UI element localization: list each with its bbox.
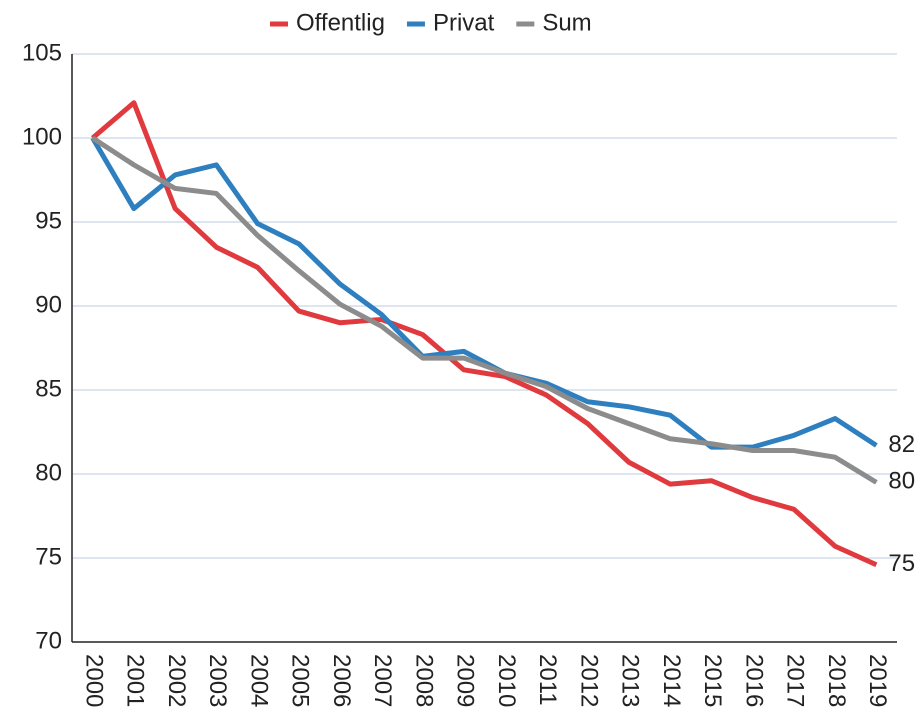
y-tick-label: 80 bbox=[35, 459, 62, 486]
x-tick-label: 2006 bbox=[328, 654, 355, 707]
x-tick-label: 2011 bbox=[534, 654, 561, 706]
y-tick-label: 100 bbox=[22, 123, 62, 150]
end-label: 75 bbox=[888, 550, 915, 577]
x-tick-label: 2014 bbox=[658, 654, 685, 707]
x-tick-label: 2009 bbox=[452, 654, 479, 707]
line-series bbox=[91, 100, 878, 568]
x-tick-label: 2013 bbox=[617, 654, 644, 707]
legend-label: Offentlig bbox=[296, 9, 385, 36]
x-tick-label: 2003 bbox=[204, 654, 231, 707]
end-label: 80 bbox=[888, 468, 915, 495]
x-tick-label: 2000 bbox=[80, 654, 107, 707]
legend-label: Privat bbox=[433, 9, 495, 36]
x-tick-label: 2010 bbox=[493, 654, 520, 707]
x-tick-label: 2001 bbox=[122, 654, 149, 707]
y-tick-label: 95 bbox=[35, 207, 62, 234]
x-tick-label: 2008 bbox=[410, 654, 437, 707]
y-tick-label: 70 bbox=[35, 627, 62, 654]
x-tick-label: 2004 bbox=[245, 654, 272, 707]
x-tick-label: 2002 bbox=[163, 654, 190, 707]
y-tick-label: 85 bbox=[35, 375, 62, 402]
line-series bbox=[91, 135, 878, 485]
legend-label: Sum bbox=[542, 9, 591, 36]
y-tick-label: 75 bbox=[35, 543, 62, 570]
x-tick-label: 2012 bbox=[575, 654, 602, 707]
x-tick-label: 2005 bbox=[287, 654, 314, 707]
x-tick-label: 2016 bbox=[740, 654, 767, 707]
y-tick-label: 90 bbox=[35, 291, 62, 318]
x-tick-label: 2015 bbox=[699, 654, 726, 707]
line-series bbox=[90, 136, 878, 450]
y-tick-label: 105 bbox=[22, 39, 62, 66]
x-tick-label: 2018 bbox=[823, 654, 850, 707]
x-tick-label: 2007 bbox=[369, 654, 396, 707]
x-tick-label: 2019 bbox=[864, 654, 891, 707]
x-tick-label: 2017 bbox=[782, 654, 809, 707]
end-label: 82 bbox=[888, 431, 915, 458]
